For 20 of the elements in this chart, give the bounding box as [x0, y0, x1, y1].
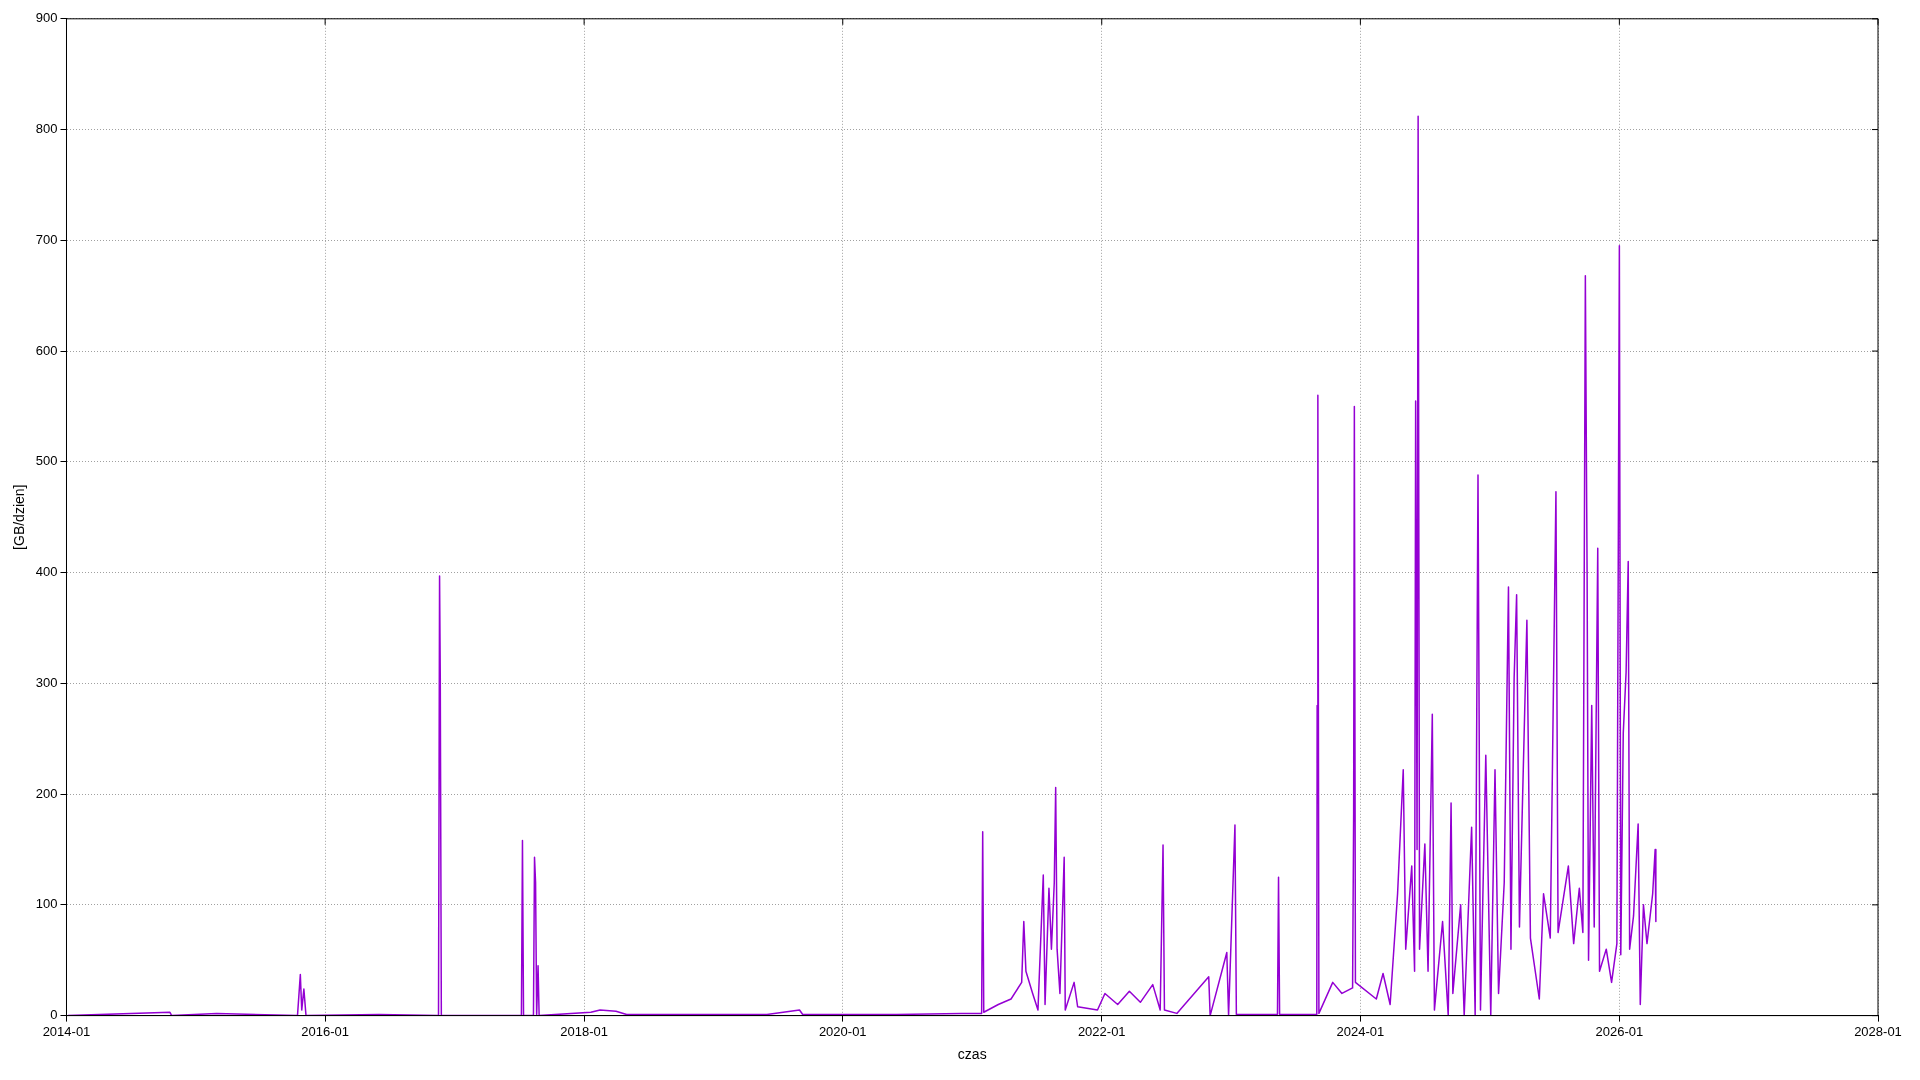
y-tick-label: 0 — [50, 1007, 58, 1023]
y-tick-label: 600 — [35, 342, 58, 358]
y-tick-label: 400 — [35, 564, 58, 580]
x-tick-label: 2016-01 — [301, 1023, 349, 1039]
x-tick-label: 2020-01 — [818, 1023, 867, 1039]
y-tick-label: 800 — [35, 121, 58, 137]
x-tick-label: 2024-01 — [1336, 1023, 1385, 1039]
x-tick-label: 2026-01 — [1595, 1023, 1644, 1039]
y-tick-label: 300 — [35, 674, 58, 690]
x-tick-label: 2014-01 — [42, 1023, 91, 1039]
y-tick-label: 900 — [35, 10, 58, 26]
y-tick-label: 100 — [35, 896, 58, 912]
y-tick-label: 200 — [35, 785, 58, 801]
y-tick-label: 500 — [35, 453, 58, 469]
x-tick-label: 2018-01 — [560, 1023, 608, 1039]
x-tick-label: 2022-01 — [1077, 1023, 1126, 1039]
y-axis-title: [GB/dzien] — [11, 484, 28, 550]
y-tick-label: 700 — [35, 231, 58, 247]
x-axis-title: czas — [957, 1046, 987, 1063]
x-tick-label: 2028-01 — [1854, 1023, 1902, 1039]
